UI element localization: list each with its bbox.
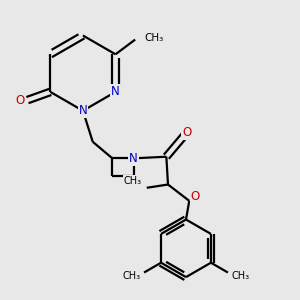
Text: CH₃: CH₃ [231, 271, 249, 281]
Text: O: O [190, 190, 200, 203]
Text: N: N [111, 85, 120, 98]
Text: N: N [129, 152, 138, 165]
Text: CH₃: CH₃ [123, 271, 141, 281]
Text: CH₃: CH₃ [144, 33, 164, 43]
Text: O: O [182, 126, 192, 139]
Text: N: N [79, 104, 87, 117]
Text: O: O [16, 94, 25, 106]
Text: CH₃: CH₃ [124, 176, 142, 186]
